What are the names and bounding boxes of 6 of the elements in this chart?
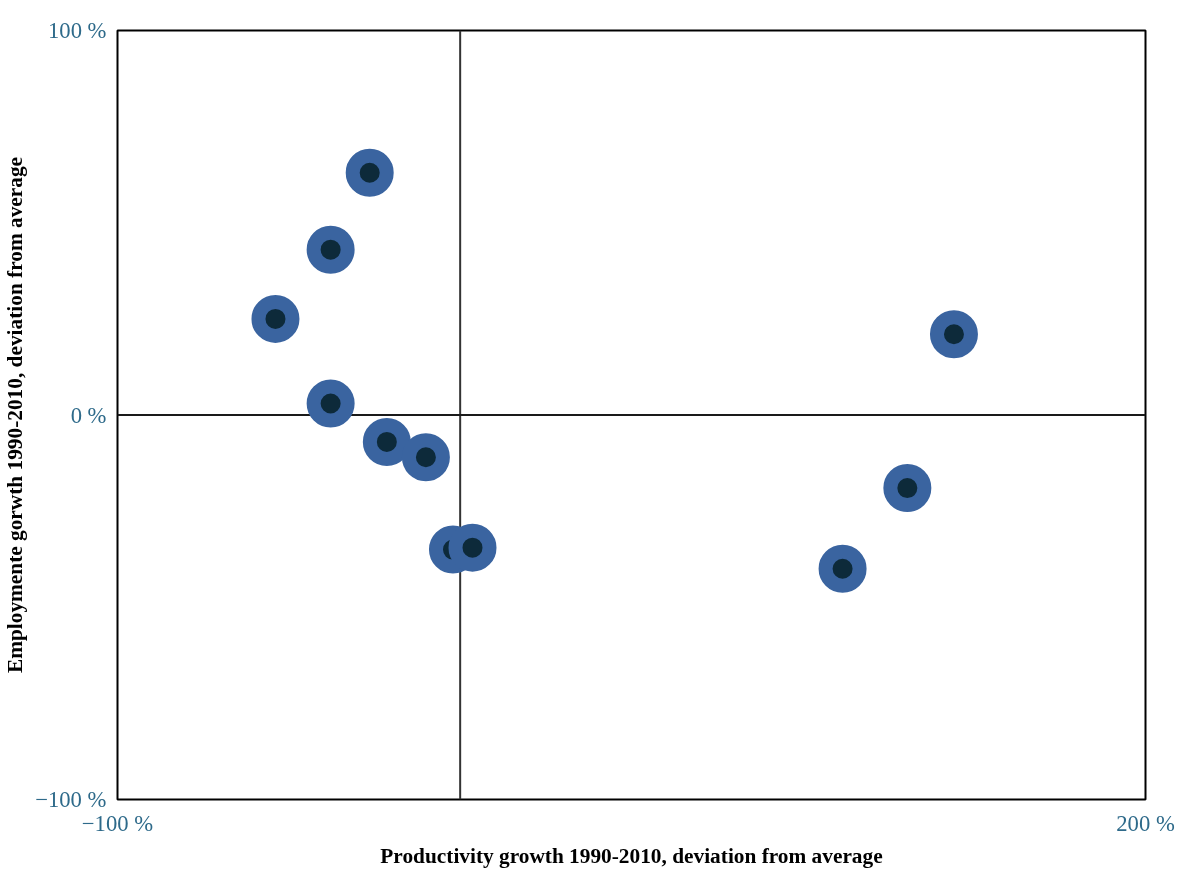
x-tick-label: 200 % [1116,810,1175,836]
y-tick-label: 0 % [70,402,107,428]
y-axis-title: Employmente gorwth 1990-2010, deviation from average [3,156,28,674]
y-tick-label: −100 % [35,787,107,812]
y-tick-label: 100 % [47,18,107,43]
x-axis-title: Productivity growth 1990-2010, deviation from average [380,843,883,868]
